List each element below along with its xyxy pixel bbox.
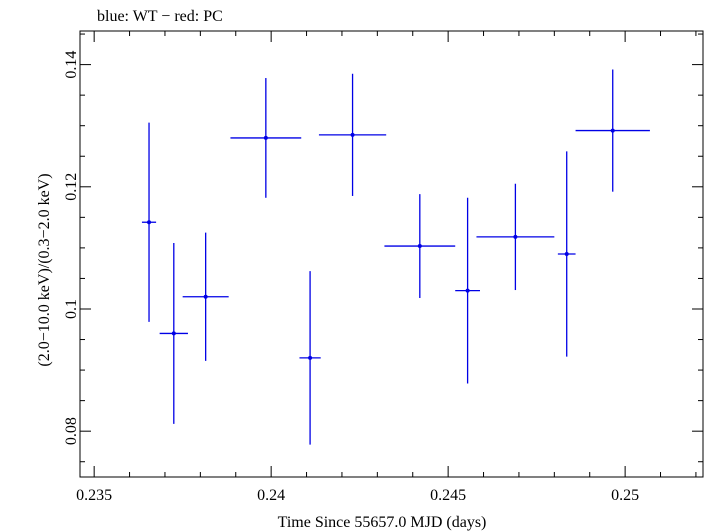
x-tick-label: 0.25 — [611, 487, 639, 504]
y-tick-label: 0.12 — [63, 173, 80, 201]
x-tick-label: 0.24 — [257, 487, 285, 504]
data-marks — [141, 69, 650, 445]
data-marker — [350, 132, 355, 137]
data-marker — [203, 294, 208, 299]
y-axis-label: (2.0−10.0 keV)/(0.3−2.0 keV) — [36, 173, 53, 366]
data-point — [299, 271, 321, 445]
y-tick-label: 0.08 — [63, 417, 80, 445]
data-marker — [564, 252, 569, 256]
x-tick-label: 0.235 — [76, 487, 112, 504]
data-point — [455, 197, 480, 384]
data-marker — [308, 355, 313, 360]
data-marker — [513, 234, 518, 239]
data-point — [230, 78, 302, 198]
axes: 0.235 0.24 0.245 0.25 0.08 0.1 0.12 0.14 — [63, 31, 703, 504]
x-tick-label: 0.245 — [430, 487, 466, 504]
data-marker — [465, 288, 470, 293]
y-tick-label: 0.1 — [63, 299, 80, 319]
data-marker — [171, 331, 176, 336]
y-tick-label: 0.14 — [63, 51, 80, 79]
x-axis-label: Time Since 55657.0 MJD (days) — [278, 514, 487, 531]
data-point — [141, 122, 157, 322]
plot-frame — [79, 30, 704, 478]
data-marker — [147, 220, 152, 225]
data-point — [575, 69, 650, 192]
data-marker — [263, 135, 268, 140]
data-point — [557, 151, 576, 357]
data-point — [318, 73, 387, 196]
data-marker — [417, 244, 422, 249]
data-point — [182, 232, 229, 361]
data-point — [384, 194, 456, 298]
data-point — [159, 243, 188, 424]
chart-title: blue: WT − red: PC — [97, 8, 223, 25]
data-marker — [610, 128, 615, 133]
data-point — [476, 183, 555, 291]
